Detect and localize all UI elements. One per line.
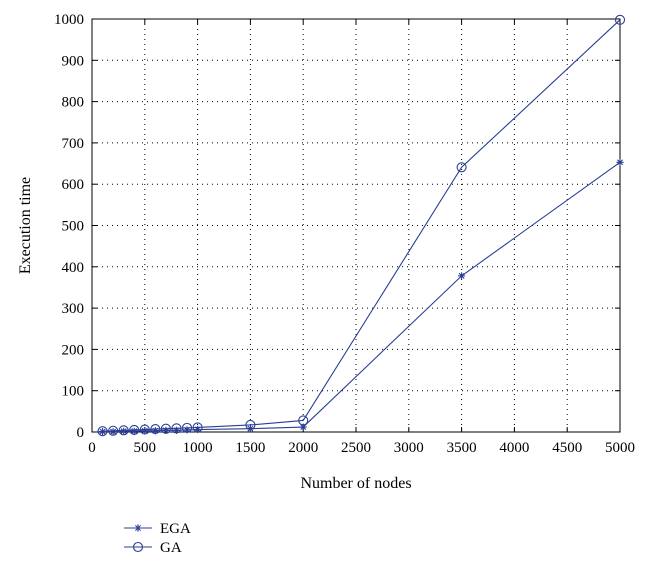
x-tick-label: 500 — [134, 440, 157, 456]
y-tick-label: 1000 — [54, 12, 84, 28]
x-tick-label: 4000 — [499, 440, 529, 456]
x-tick-label: 3000 — [394, 440, 424, 456]
x-tick-label: 3500 — [447, 440, 477, 456]
y-tick-label: 600 — [62, 177, 85, 193]
x-tick-label: 4500 — [552, 440, 582, 456]
y-tick-label: 0 — [77, 425, 85, 441]
legend: EGA GA — [124, 521, 191, 556]
x-tick-label: 0 — [88, 440, 96, 456]
legend-item-ega: EGA — [124, 521, 191, 537]
y-axis-label: Execution time — [17, 177, 34, 274]
axis-ticks: 0 500 1000 1500 2000 2500 3000 3500 4000 4500 5000… — [54, 12, 635, 456]
y-tick-label: 100 — [62, 384, 85, 400]
series-ega — [99, 159, 624, 435]
y-tick-label: 800 — [62, 95, 85, 111]
grid — [92, 19, 620, 432]
legend-label-ega: EGA — [160, 521, 191, 537]
data-point-ega — [458, 272, 465, 279]
legend-marker-ega — [134, 524, 141, 531]
data-point-ega — [616, 159, 623, 166]
x-tick-label: 5000 — [605, 440, 635, 456]
y-tick-label: 700 — [62, 136, 85, 152]
y-tick-label: 200 — [62, 342, 85, 358]
y-tick-label: 400 — [62, 260, 85, 276]
x-tick-label: 1500 — [235, 440, 265, 456]
legend-label-ga: GA — [160, 540, 182, 556]
y-tick-label: 900 — [62, 53, 85, 69]
x-tick-label: 1000 — [183, 440, 213, 456]
plot-frame — [92, 19, 620, 432]
x-tick-label: 2500 — [341, 440, 371, 456]
legend-item-ga: GA — [124, 540, 182, 556]
y-tick-label: 500 — [62, 219, 85, 235]
x-axis-label: Number of nodes — [300, 475, 411, 492]
y-tick-label: 300 — [62, 301, 85, 317]
x-tick-label: 2000 — [288, 440, 318, 456]
